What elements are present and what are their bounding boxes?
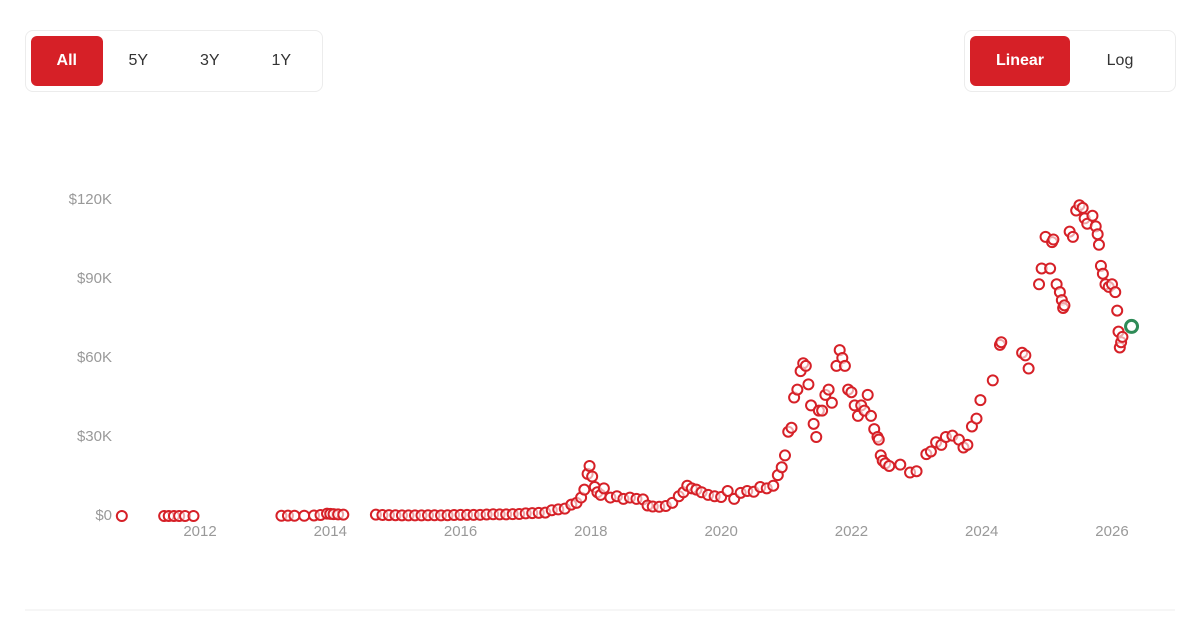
point xyxy=(995,336,1008,349)
point xyxy=(861,388,874,401)
x-tick-label: 2012 xyxy=(183,523,216,540)
x-tick-label: 2018 xyxy=(574,523,607,540)
point xyxy=(924,445,937,458)
toggle-button[interactable]: 1Y xyxy=(271,52,292,69)
point xyxy=(872,433,885,446)
point xyxy=(910,465,923,478)
point xyxy=(288,509,301,522)
point xyxy=(807,417,820,430)
x-tick-label: 2014 xyxy=(314,523,347,540)
toggle-button[interactable]: 3Y xyxy=(199,52,220,69)
y-tick-label: $30K xyxy=(77,428,112,445)
point xyxy=(767,479,780,492)
y-tick-label: $60K xyxy=(77,349,112,366)
current-point xyxy=(1124,318,1140,334)
point xyxy=(816,404,829,417)
point xyxy=(1022,362,1035,375)
scale-selector: Linear Log xyxy=(964,30,1176,92)
point xyxy=(1058,299,1071,312)
y-tick-label: $0 xyxy=(95,507,112,524)
point xyxy=(883,459,896,472)
y-tick-label: $120K xyxy=(69,191,112,208)
point xyxy=(1047,233,1060,246)
x-tick-label: 2016 xyxy=(444,523,477,540)
point xyxy=(1033,278,1046,291)
point xyxy=(802,378,815,391)
point xyxy=(810,431,823,443)
point xyxy=(1111,304,1124,317)
point xyxy=(583,459,596,472)
point xyxy=(578,483,591,496)
point xyxy=(1109,286,1122,299)
point xyxy=(974,394,987,407)
point xyxy=(791,383,804,396)
point xyxy=(838,359,851,372)
point xyxy=(845,386,858,399)
point xyxy=(822,383,835,396)
point xyxy=(1019,349,1032,362)
point xyxy=(586,470,599,483)
point xyxy=(1086,209,1099,222)
point xyxy=(597,482,610,495)
point xyxy=(986,374,999,387)
x-tick-label: 2026 xyxy=(1095,523,1128,540)
point xyxy=(970,412,983,425)
x-tick-label: 2020 xyxy=(704,523,737,540)
point xyxy=(778,449,791,462)
point xyxy=(961,438,974,451)
point xyxy=(864,409,877,422)
y-tick-label: $90K xyxy=(77,270,112,287)
point xyxy=(115,510,128,522)
point xyxy=(1116,330,1129,343)
toggle-button[interactable]: All xyxy=(31,36,103,86)
point xyxy=(1076,201,1089,214)
point xyxy=(1096,267,1109,280)
x-tick-label: 2024 xyxy=(965,523,998,540)
point xyxy=(799,359,812,372)
x-tick-label: 2022 xyxy=(835,523,868,540)
range-selector: All 5Y 3Y 1Y xyxy=(25,30,323,92)
point xyxy=(187,510,200,522)
point xyxy=(298,509,311,522)
point xyxy=(1066,230,1079,243)
toggle-button[interactable]: 5Y xyxy=(128,52,149,69)
point xyxy=(721,484,734,497)
point xyxy=(337,508,350,521)
point xyxy=(1044,262,1057,275)
point xyxy=(775,461,788,474)
toggle-button[interactable]: Linear xyxy=(970,36,1070,86)
point xyxy=(825,396,838,409)
point xyxy=(894,458,907,471)
point xyxy=(1092,238,1105,251)
point xyxy=(785,421,798,434)
toggle-button[interactable]: Log xyxy=(1106,52,1134,69)
point xyxy=(1091,228,1104,241)
